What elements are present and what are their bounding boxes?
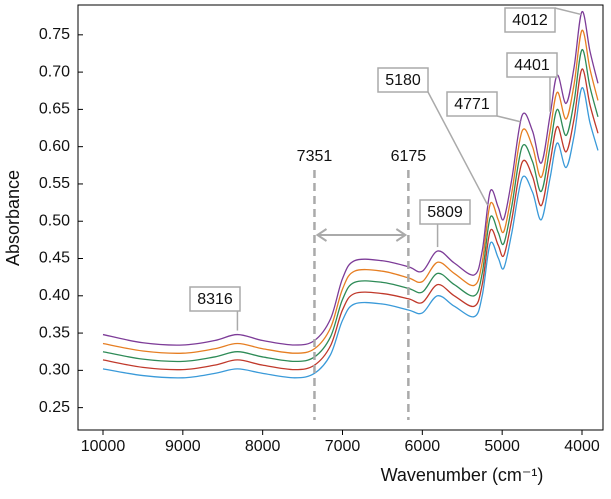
callout-box bbox=[504, 7, 556, 33]
x-tick-label: 5000 bbox=[484, 438, 520, 455]
y-tick-label: 0.65 bbox=[39, 101, 70, 118]
callout-label: 5180 bbox=[385, 72, 421, 89]
y-tick-label: 0.60 bbox=[39, 138, 70, 155]
y-tick-label: 0.70 bbox=[39, 63, 70, 80]
callout-box bbox=[189, 286, 241, 312]
y-tick-label: 0.25 bbox=[39, 399, 70, 416]
x-axis-label: Wavenumber (cm⁻¹) bbox=[381, 465, 544, 485]
callout-box bbox=[377, 67, 429, 93]
callout-label: 4401 bbox=[514, 57, 550, 74]
callout-pointer bbox=[427, 91, 489, 206]
range-arrow bbox=[315, 228, 408, 242]
reference-label: 7351 bbox=[297, 148, 333, 165]
x-tick-label: 6000 bbox=[405, 438, 441, 455]
callout-box bbox=[446, 91, 498, 117]
y-tick-label: 0.50 bbox=[39, 212, 70, 229]
spectrum-line bbox=[102, 87, 599, 379]
x-tick-label: 10000 bbox=[81, 438, 126, 455]
callout-box bbox=[419, 199, 471, 225]
y-tick-label: 0.40 bbox=[39, 287, 70, 304]
reference-label: 6175 bbox=[391, 148, 427, 165]
y-tick-label: 0.35 bbox=[39, 324, 70, 341]
callout-pointer bbox=[554, 7, 582, 16]
y-axis-label: Absorbance bbox=[3, 170, 23, 266]
spectrum-line bbox=[102, 68, 599, 371]
x-tick-label: 4000 bbox=[564, 438, 600, 455]
y-tick-label: 0.45 bbox=[39, 250, 70, 267]
callout-label: 4771 bbox=[454, 96, 490, 113]
callout-label: 8316 bbox=[197, 291, 233, 308]
spectrum-line bbox=[102, 29, 599, 354]
x-tick-label: 7000 bbox=[325, 438, 361, 455]
spectrum-line bbox=[102, 49, 599, 363]
y-tick-label: 0.75 bbox=[39, 26, 70, 43]
y-tick-label: 0.30 bbox=[39, 362, 70, 379]
callout-box bbox=[506, 52, 558, 78]
callout-label: 5809 bbox=[427, 204, 463, 221]
callout-label: 4012 bbox=[512, 12, 548, 29]
x-tick-label: 9000 bbox=[165, 438, 201, 455]
callout-pointer bbox=[496, 115, 521, 123]
x-tick-label: 8000 bbox=[245, 438, 281, 455]
plot-frame bbox=[77, 4, 604, 431]
y-tick-label: 0.55 bbox=[39, 175, 70, 192]
